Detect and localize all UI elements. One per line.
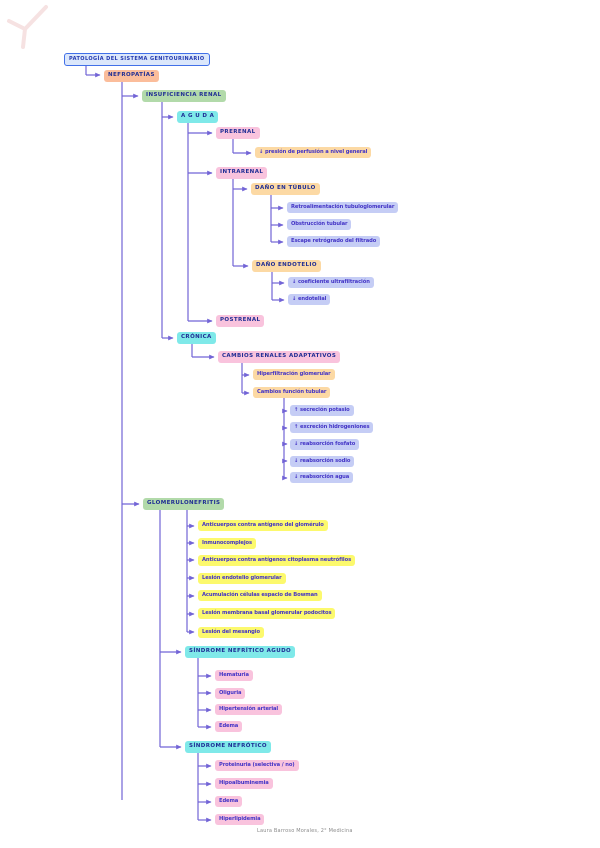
node-ac-antigeno-glomerulo: Anticuerpos contra antígeno del glomérul… <box>198 520 328 532</box>
node-excrecion-hidrogeniones: ↑ excreción hidrogeniones <box>290 422 374 434</box>
node-nefropatias: NEFROPATÍAS <box>104 70 159 82</box>
node-edema-nefritico: Edema <box>215 721 243 733</box>
node-proteinuria: Proteinuria (selectiva / no) <box>215 760 299 772</box>
node-secrecion-potasio: ↑ secreción potasio <box>290 405 354 417</box>
node-edema-nefrotico: Edema <box>215 796 243 808</box>
node-reabsorcion-sodio: ↓ reabsorción sodio <box>290 456 355 468</box>
node-dano-endotelio: DAÑO ENDOTELIO <box>252 260 321 272</box>
node-retroalimentacion: Retroalimentación tubuloglomerular <box>287 202 399 214</box>
pencil-sketch-mark <box>7 5 48 49</box>
node-reabsorcion-agua: ↓ reabsorción agua <box>290 472 354 484</box>
node-cambios-renales: CAMBIOS RENALES ADAPTATIVOS <box>218 351 341 363</box>
node-dano-tubulo: DAÑO EN TÚBULO <box>251 183 320 195</box>
node-intrarenal: INTRARENAL <box>216 167 268 179</box>
node-reabsorcion-fosfato: ↓ reabsorción fosfato <box>290 439 360 451</box>
node-endotelial: ↓ endotelial <box>288 294 331 306</box>
node-obstruccion: Obstrucción tubular <box>287 219 352 231</box>
node-hipoalbuminemia: Hipoalbuminemia <box>215 778 273 790</box>
node-postrenal: POSTRENAL <box>216 315 265 327</box>
node-hiperfiltracion: Hiperfiltración glomerular <box>253 369 335 381</box>
node-cambios-funcion: Cambios función tubular <box>253 387 331 399</box>
node-oliguria: Oliguria <box>215 688 246 700</box>
node-insuficiencia-renal: INSUFICIENCIA RENAL <box>142 90 226 102</box>
node-acumulacion-bowman: Acumulación células espacio de Bowman <box>198 590 322 602</box>
node-inmunocomplejos: Inmunocomplejos <box>198 538 256 550</box>
tree-arrow-lines <box>86 72 288 823</box>
node-lesion-mesangio: Lesión del mesangio <box>198 627 264 639</box>
node-escape-retrogrado: Escape retrógrado del filtrado <box>287 236 381 248</box>
node-hipertension: Hipertensión arterial <box>215 704 283 716</box>
node-ac-anca: Anticuerpos contra antígenos citoplasma … <box>198 555 356 567</box>
node-aguda: A G U D A <box>177 111 219 123</box>
node-sindrome-nefritico: SÍNDROME NEFRÍTICO AGUDO <box>185 646 296 658</box>
tree-trunk-lines <box>85 64 285 820</box>
node-coef-ultrafiltracion: ↓ coeficiente ultrafiltración <box>288 277 374 289</box>
node-lesion-membrana: Lesión membrana basal glomerular podocit… <box>198 608 336 620</box>
node-hematuria: Hematuria <box>215 670 253 682</box>
node-glomerulonefritis: GLOMERULONEFRITIS <box>143 498 225 510</box>
node-sindrome-nefrotico: SÍNDROME NEFRÓTICO <box>185 741 271 753</box>
node-cronica: CRÓNICA <box>177 332 216 344</box>
node-lesion-endotelio: Lesión endotelio glomerular <box>198 573 286 585</box>
node-root-title: PATOLOGÍA DEL SISTEMA GENITOURINARIO <box>64 53 210 66</box>
node-hiperlipidemia: Hiperlipidemia <box>215 814 265 826</box>
node-prerenal: PRERENAL <box>216 127 260 139</box>
node-prerenal-detail: ↓ presión de perfusión a nivel general <box>255 147 372 159</box>
author-credit: Laura Barroso Morales, 2° Medicina <box>257 828 353 834</box>
